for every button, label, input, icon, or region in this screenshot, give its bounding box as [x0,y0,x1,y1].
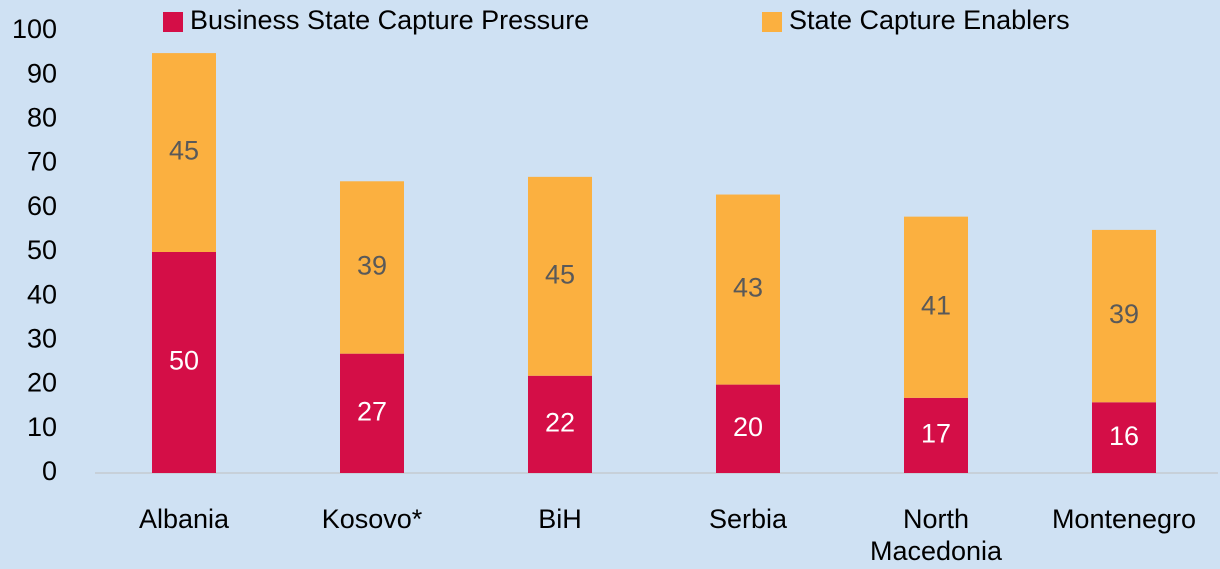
y-tick-label: 0 [42,456,57,486]
bar-segment [528,176,592,376]
value-label: 39 [1109,299,1139,329]
x-tick-label: Serbia [708,504,788,534]
legend-swatch [762,12,782,32]
value-label: 22 [545,408,575,438]
value-label: 45 [169,136,199,166]
y-tick-label: 80 [27,103,57,133]
value-label: 45 [545,259,575,289]
y-tick-label: 50 [27,235,57,265]
bar-segment [152,53,216,252]
y-tick-label: 30 [27,324,57,354]
bar-segment [1092,229,1156,403]
y-tick-label: 10 [27,412,57,442]
bar-segment [904,216,968,398]
legend-swatch [163,12,183,32]
bar-segment [716,194,780,385]
value-label: 41 [921,290,951,320]
bar-segment [528,375,592,473]
value-label: 39 [357,251,387,281]
value-label: 50 [169,346,199,376]
x-tick-label: Albania [138,504,230,534]
x-tick-label: BiH [538,504,582,534]
bar-segment [340,353,404,473]
value-label: 27 [357,396,387,426]
x-tick-label: Montenegro [1051,504,1197,534]
y-tick-label: 100 [12,14,57,44]
y-tick-label: 70 [27,147,57,177]
x-tick-label: Kosovo* [321,504,423,534]
bar-segment [340,181,404,354]
y-tick-label: 90 [27,58,57,88]
x-tick-label: North Macedonia [869,504,1003,566]
value-label: 17 [921,419,951,449]
bar-segment [152,252,216,473]
y-tick-label: 40 [27,279,57,309]
value-label: 20 [733,412,763,442]
legend-label: State Capture Enablers [789,5,1070,35]
value-label: 43 [733,273,763,303]
bar-segment [1092,402,1156,473]
bar-segment [716,384,780,473]
value-label: 16 [1109,421,1139,451]
legend-label: Business State Capture Pressure [190,5,589,35]
y-tick-label: 20 [27,368,57,398]
bar-segment [904,397,968,473]
y-tick-label: 60 [27,191,57,221]
